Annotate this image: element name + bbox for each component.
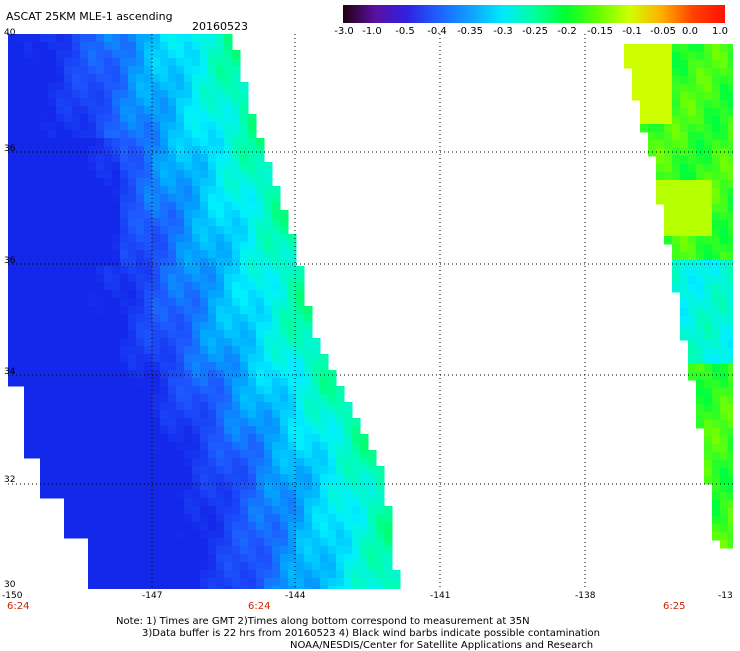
color-scale-label: -0.1 xyxy=(622,26,642,37)
color-scale-label: -0.05 xyxy=(650,26,676,37)
color-scale-label: -0.3 xyxy=(493,26,513,37)
color-scale-label: 0.0 xyxy=(682,26,698,37)
time-label: 6:24 xyxy=(7,601,30,612)
color-scale-label: -0.4 xyxy=(427,26,447,37)
color-scale-bar xyxy=(343,5,725,23)
lat-label: 32 xyxy=(4,475,16,485)
lon-label: -150 xyxy=(2,591,23,601)
lat-label: 34 xyxy=(4,367,16,377)
note-line: NOAA/NESDIS/Center for Satellite Applica… xyxy=(290,640,594,651)
note-line: Note: 1) Times are GMT 2)Times along bot… xyxy=(116,616,530,627)
color-scale-label: -0.35 xyxy=(457,26,483,37)
lat-label: 36 xyxy=(4,256,16,266)
color-scale-gradient xyxy=(343,5,725,23)
color-scale-label: -0.25 xyxy=(522,26,548,37)
lon-label: -141 xyxy=(430,591,451,601)
color-scale-label: -1.0 xyxy=(362,26,382,37)
lon-label: -138 xyxy=(575,591,596,601)
lon-label: -144 xyxy=(285,591,306,601)
lon-label: -147 xyxy=(142,591,163,601)
color-scale-label: 1.0 xyxy=(712,26,728,37)
note-line: 3)Data buffer is 22 hrs from 20160523 4)… xyxy=(142,628,600,639)
wind-map[interactable] xyxy=(8,34,733,589)
time-label: 6:25 xyxy=(663,601,686,612)
color-scale-label: -0.15 xyxy=(587,26,613,37)
lat-label: 36 xyxy=(4,144,16,154)
color-scale-label: -3.0 xyxy=(334,26,354,37)
product-date: 20160523 xyxy=(192,20,248,33)
lat-label: 30 xyxy=(4,580,16,590)
time-label: 6:24 xyxy=(248,601,271,612)
color-scale-label: -0.5 xyxy=(395,26,415,37)
product-title: ASCAT 25KM MLE-1 ascending xyxy=(6,10,173,23)
graticule xyxy=(8,34,733,589)
swath-west xyxy=(8,34,401,589)
color-scale-label: -0.2 xyxy=(557,26,577,37)
lat-label: 40 xyxy=(4,28,16,38)
lon-label: -13 xyxy=(718,591,733,601)
swath-east xyxy=(624,44,733,549)
